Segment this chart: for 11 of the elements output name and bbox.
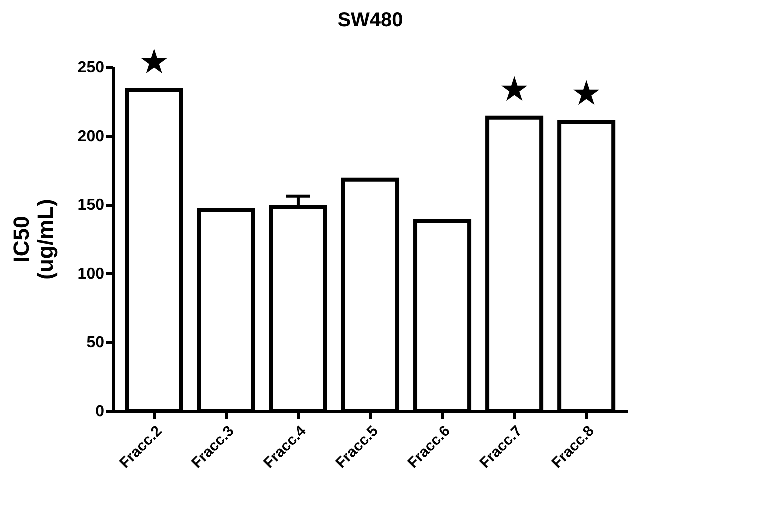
y-tick-label: 0: [96, 404, 105, 420]
y-tick-label: 150: [78, 197, 105, 214]
chart-title: SW480: [338, 9, 404, 32]
y-tick-label: 100: [78, 266, 105, 283]
annotation: ★: [571, 74, 602, 114]
y-tick-label: 250: [78, 60, 105, 76]
y-tick-label: 200: [78, 128, 105, 146]
y-axis-title: IC50 (ug/mL): [8, 199, 58, 280]
annotation: ★: [499, 70, 530, 110]
y-tick-label: 50: [86, 334, 105, 352]
annotation: ★: [139, 42, 170, 82]
